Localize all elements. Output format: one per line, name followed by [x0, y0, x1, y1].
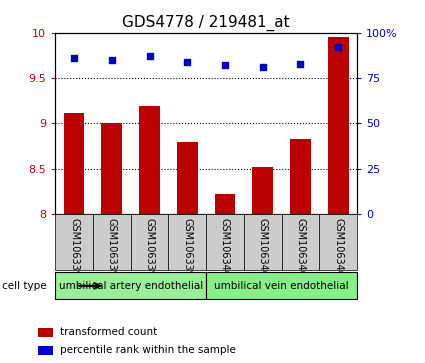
Text: GSM1063397: GSM1063397: [107, 218, 117, 283]
Point: [297, 61, 304, 66]
Bar: [93, 214, 131, 270]
Text: umbilical artery endothelial: umbilical artery endothelial: [59, 281, 203, 291]
Title: GDS4778 / 219481_at: GDS4778 / 219481_at: [122, 15, 290, 31]
Bar: [168, 214, 206, 270]
Bar: [64, 113, 85, 214]
Bar: [290, 139, 311, 214]
Text: transformed count: transformed count: [60, 327, 157, 337]
Bar: [55, 214, 93, 270]
Text: GSM1063399: GSM1063399: [182, 218, 192, 283]
Bar: [55, 272, 206, 299]
Bar: [206, 214, 244, 270]
Bar: [38, 346, 53, 355]
Bar: [281, 214, 319, 270]
Point: [221, 62, 228, 68]
Text: GSM1063408: GSM1063408: [333, 218, 343, 283]
Bar: [252, 167, 273, 214]
Text: GSM1063406: GSM1063406: [258, 218, 268, 283]
Point: [146, 53, 153, 59]
Bar: [244, 214, 281, 270]
Bar: [38, 328, 53, 337]
Bar: [131, 214, 168, 270]
Text: percentile rank within the sample: percentile rank within the sample: [60, 345, 236, 355]
Text: GSM1063407: GSM1063407: [295, 218, 306, 283]
Point: [71, 55, 77, 61]
Bar: [206, 272, 357, 299]
Bar: [102, 123, 122, 214]
Text: umbilical vein endothelial: umbilical vein endothelial: [214, 281, 349, 291]
Bar: [215, 194, 235, 214]
Point: [335, 44, 342, 50]
Text: cell type: cell type: [2, 281, 47, 291]
Point: [259, 64, 266, 70]
Bar: [328, 37, 348, 214]
Point: [184, 59, 191, 65]
Text: GSM1063396: GSM1063396: [69, 218, 79, 283]
Bar: [139, 106, 160, 214]
Point: [108, 57, 115, 63]
Bar: [319, 214, 357, 270]
Text: GSM1063405: GSM1063405: [220, 218, 230, 283]
Text: GSM1063398: GSM1063398: [144, 218, 155, 283]
Bar: [177, 143, 198, 214]
